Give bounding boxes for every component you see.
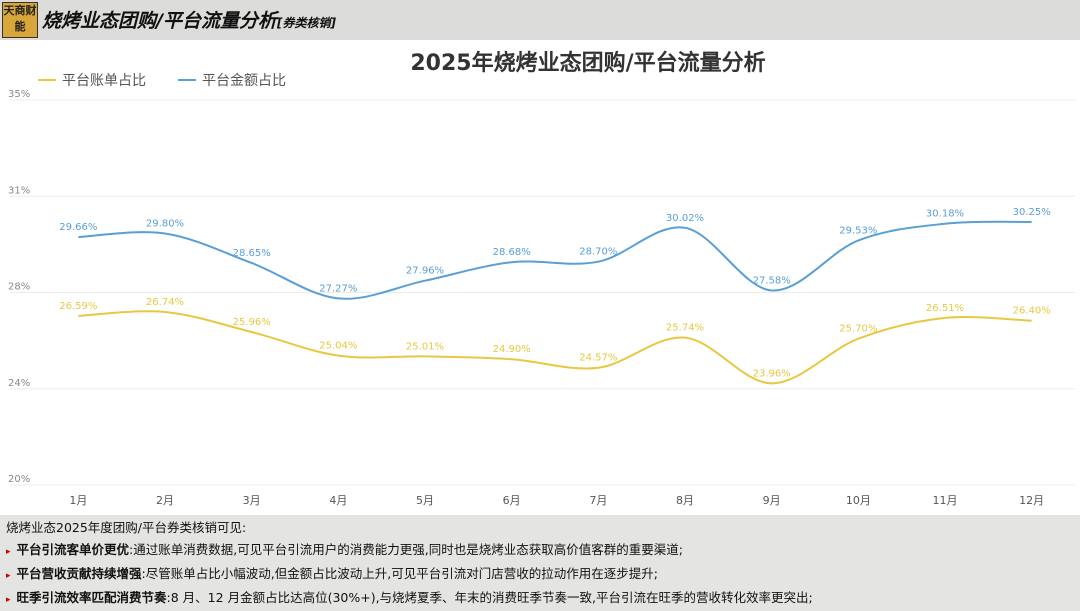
data-label: 25.70% [839,324,877,335]
point-head: 平台引流客单价更优 [16,542,130,557]
footer-intro: 烧烤业态2025年度团购/平台券类核销可见: [6,520,247,535]
x-tick-label: 10月 [846,494,871,507]
chart-bg [0,40,1080,515]
logo: 天商财能 [2,2,38,38]
header: 天商财能 烧烤业态团购/平台流量分析[券类核销] [0,0,1080,40]
legend-label: 平台金额占比 [202,73,286,89]
chart-title: 2025年烧烤业态团购/平台流量分析 [410,50,765,76]
x-tick-label: 6月 [503,494,521,507]
data-label: 26.74% [146,297,184,308]
point-text: :尽管账单占比小幅波动,但金额占比波动上升,可见平台引流对门店营收的拉动作用在逐… [141,566,658,581]
bullet: ▸ [6,571,11,581]
data-label: 30.25% [1013,207,1051,218]
footer: 烧烤业态2025年度团购/平台券类核销可见: ▸ 平台引流客单价更优:通过账单消费数… [6,517,1076,611]
data-label: 28.65% [233,248,271,259]
x-tick-label: 1月 [69,494,87,507]
x-tick-label: 8月 [676,494,694,507]
data-label: 30.18% [926,209,964,220]
data-label: 25.01% [406,341,444,352]
footer-point: ▸ 平台营收贡献持续增强:尽管账单占比小幅波动,但金额占比波动上升,可见平台引流对… [6,563,1076,587]
bullet: ▸ [6,547,11,557]
x-tick-label: 3月 [243,494,261,507]
data-label: 28.68% [493,247,531,258]
header-title: 烧烤业态团购/平台流量分析[券类核销] [42,6,336,33]
data-label: 26.59% [59,301,97,312]
x-tick-label: 12月 [1019,494,1044,507]
y-tick-label: 28% [8,282,30,293]
x-tick-label: 4月 [329,494,347,507]
data-label: 24.57% [579,353,617,364]
x-tick-label: 5月 [416,494,434,507]
data-label: 27.27% [319,283,357,294]
footer-point: ▸ 平台引流客单价更优:通过账单消费数据,可见平台引流用户的消费能力更强,同时也是… [6,539,1076,563]
data-label: 25.04% [319,341,357,352]
point-text: :通过账单消费数据,可见平台引流用户的消费能力更强,同时也是烧烤业态获取高价值客… [129,542,683,557]
data-label: 29.53% [839,225,877,236]
data-label: 30.02% [666,213,704,224]
x-tick-label: 11月 [933,494,958,507]
data-label: 27.58% [753,275,791,286]
data-label: 25.74% [666,323,704,334]
x-tick-label: 7月 [589,494,607,507]
line [78,220,1032,300]
footer-point: ▸ 旺季引流效率匹配消费节奏:8 月、12 月金额占比达高位(30%+),与烧烤夏… [6,587,1076,611]
data-label: 26.40% [1013,306,1051,317]
data-label: 28.70% [579,247,617,258]
data-label: 29.80% [146,218,184,229]
data-label: 26.51% [926,303,964,314]
data-label: 23.96% [753,368,791,379]
legend-label: 平台账单占比 [62,73,146,89]
subtitle: [券类核销] [276,16,336,30]
bullet: ▸ [6,595,11,605]
data-label: 29.66% [59,222,97,233]
point-head: 平台营收贡献持续增强 [16,566,142,581]
y-tick-label: 31% [8,185,30,196]
data-label: 25.96% [233,317,271,328]
x-tick-label: 9月 [763,494,781,507]
point-head: 旺季引流效率匹配消费节奏 [16,590,167,605]
y-tick-label: 24% [8,378,30,389]
y-tick-label: 35% [8,89,30,100]
y-tick-label: 20% [8,474,30,485]
data-label: 27.96% [406,266,444,277]
data-label: 24.90% [493,344,531,355]
line [78,310,1032,385]
title: 烧烤业态团购/平台流量分析 [42,10,277,32]
x-tick-label: 2月 [156,494,174,507]
point-text: :8 月、12 月金额占比达高位(30%+),与烧烤夏季、年末的消费旺季节奏一致… [166,590,813,605]
chart: 2025年烧烤业态团购/平台流量分析 20% 24% 28% 31% 35% 1月 2月 3月… [0,40,1080,515]
